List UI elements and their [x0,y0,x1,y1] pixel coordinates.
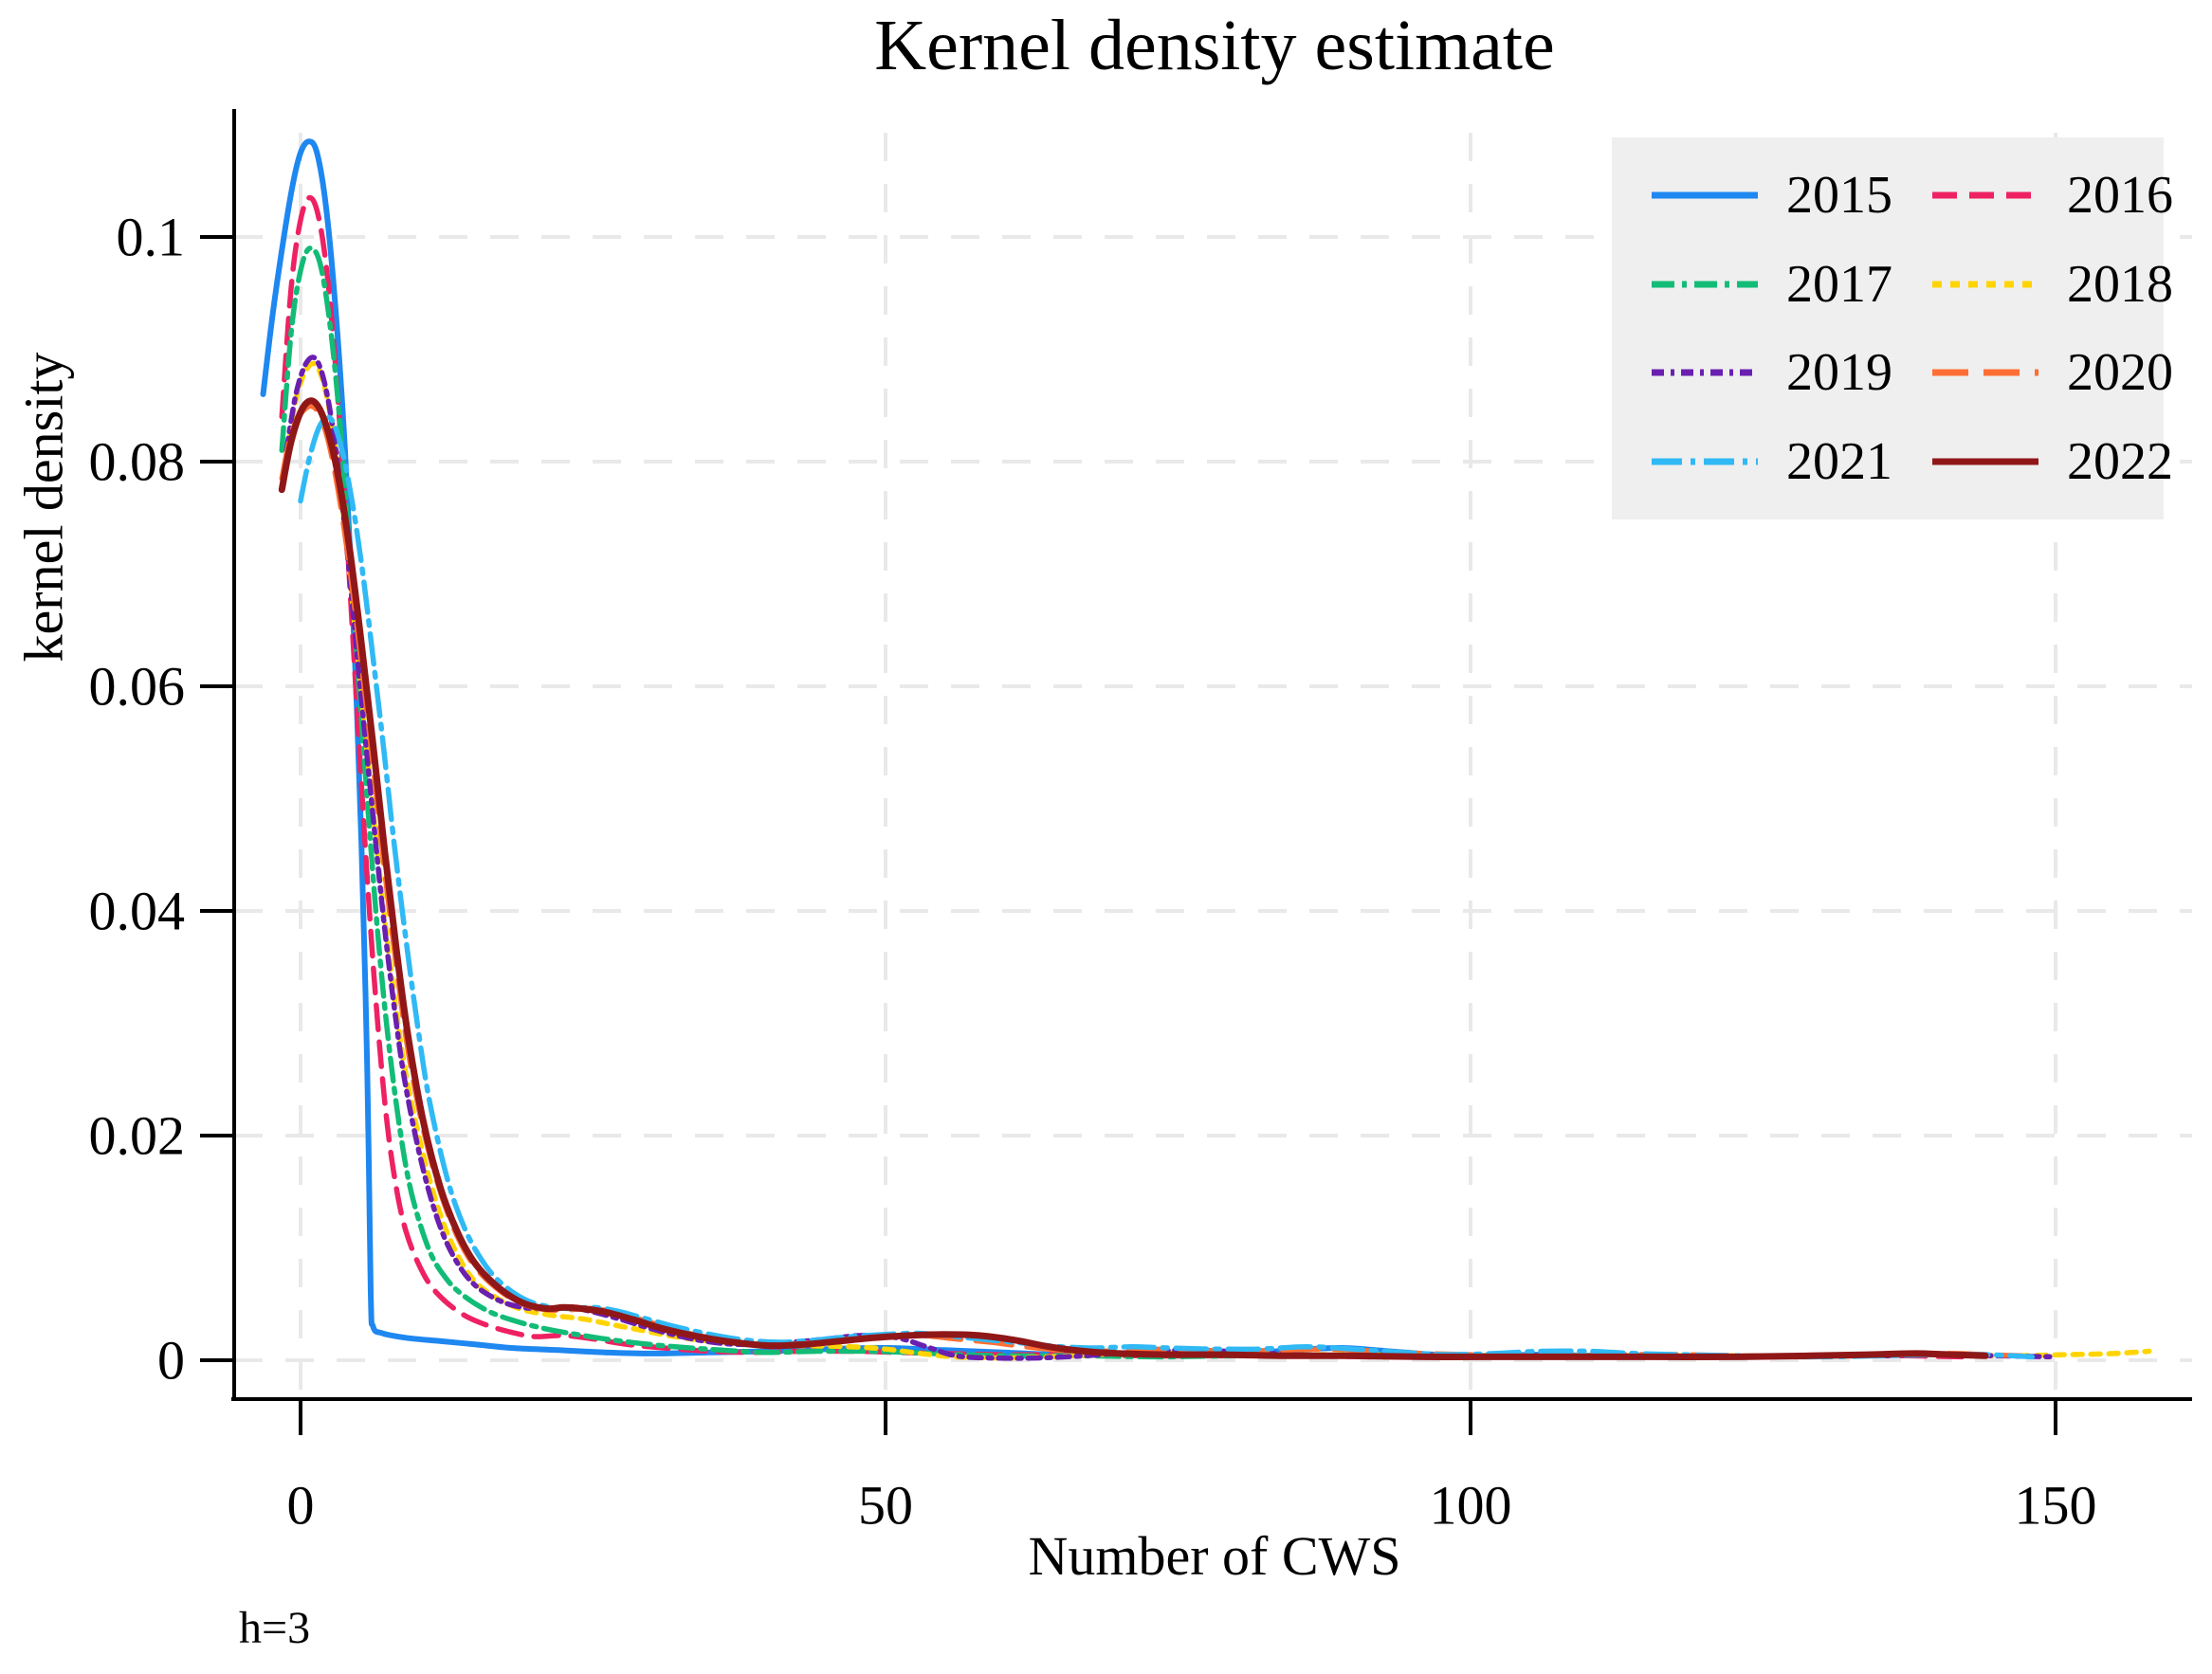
y-tick-label: 0.06 [88,655,186,718]
y-tick-label: 0.04 [88,880,186,942]
y-axis-title: kernel density [12,352,75,663]
legend-label-2016: 2016 [2067,165,2173,225]
legend-item-2020: 2020 [1892,344,2173,401]
legend-label-2021: 2021 [1786,432,1892,492]
density-curve-2015 [260,138,1650,1360]
legend-item-2018: 2018 [1892,256,2173,313]
y-tick-label: 0.02 [88,1104,186,1167]
chart-title: Kernel density estimate [874,6,1555,85]
density-curve-2020 [279,403,2023,1360]
y-tick-label: 0.08 [88,430,186,493]
x-tick-label: 150 [2014,1474,2097,1537]
density-curve-2021 [298,414,2036,1360]
legend-line-2019-icon [1652,369,1758,376]
legend-label-2020: 2020 [2067,343,2173,403]
legend-label-2019: 2019 [1786,343,1892,403]
legend-item-2017: 2017 [1612,256,1892,313]
x-tick-label: 0 [286,1474,315,1537]
x-tick-label: 50 [858,1474,913,1537]
legend-item-2015: 2015 [1612,167,1892,224]
legend-line-2016-icon [1932,191,2038,199]
y-tick-label: 0.1 [116,206,186,268]
legend-label-2022: 2022 [2067,432,2173,492]
density-curve-2017 [279,245,1532,1360]
legend-line-2017-icon [1652,281,1758,288]
legend-line-2018-icon [1932,281,2038,288]
legend-item-2016: 2016 [1892,167,2173,224]
legend: 2015 2016 2017 2018 2019 2020 2021 2022 [1612,137,2173,519]
legend-item-2019: 2019 [1612,344,1892,401]
legend-label-2015: 2015 [1786,165,1892,225]
bandwidth-note: h=3 [239,1603,311,1653]
legend-line-2021-icon [1652,458,1758,465]
x-axis-title: Number of CWS [1028,1525,1401,1587]
legend-item-2021: 2021 [1612,433,1892,490]
legend-line-2020-icon [1932,369,2038,376]
legend-line-2022-icon [1932,458,2038,465]
x-tick-label: 100 [1429,1474,1512,1537]
legend-line-2015-icon [1652,191,1758,199]
legend-item-2022: 2022 [1892,433,2173,490]
density-curve-2022 [278,397,1989,1360]
legend-label-2018: 2018 [2067,254,2173,314]
legend-label-2017: 2017 [1786,254,1892,314]
y-tick-label: 0 [157,1329,185,1392]
